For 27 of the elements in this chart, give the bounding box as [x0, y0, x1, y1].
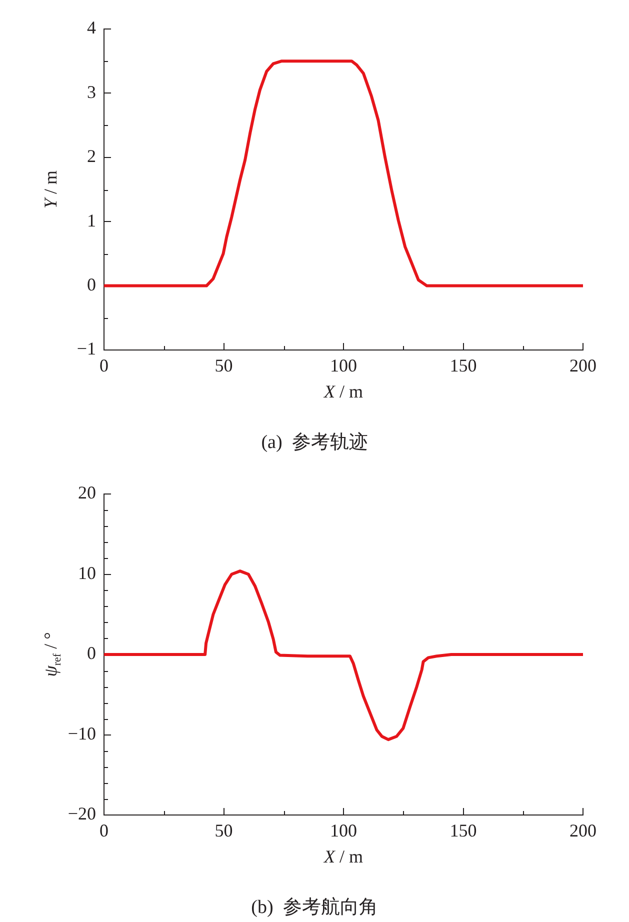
- y-tick-label: 10: [78, 562, 96, 583]
- x-tick-label: 100: [330, 356, 357, 376]
- text: (a) 参考轨迹: [260, 431, 369, 455]
- y-tick-label: 2: [87, 146, 96, 166]
- y-tick-label: 0: [87, 643, 96, 664]
- x-tick-label: 200: [570, 356, 596, 376]
- x-tick-label: 0: [100, 820, 108, 841]
- y-tick-label: 20: [78, 482, 96, 503]
- x-tick-label: 0: [100, 356, 108, 376]
- x-axis-title: X / m: [323, 382, 364, 402]
- x-tick-label: 50: [214, 356, 233, 376]
- y-tick-label: 0: [87, 274, 96, 295]
- text: (b) 参考航向角: [250, 896, 379, 920]
- x-tick-label: 100: [330, 820, 357, 841]
- x-tick-label: 150: [450, 356, 477, 376]
- x-tick-label: 50: [214, 820, 233, 841]
- x-tick-label: 150: [450, 820, 477, 841]
- y-tick-label: −1: [76, 338, 96, 359]
- x-tick-label: 200: [570, 820, 596, 841]
- y-tick-label: −10: [68, 723, 96, 744]
- x-axis-title: X / m: [323, 846, 364, 867]
- y-tick-label: −20: [68, 804, 96, 824]
- y-axis-title: Y / m: [40, 170, 61, 209]
- y-tick-label: 1: [87, 210, 96, 230]
- y-tick-label: 4: [87, 18, 96, 38]
- y-tick-label: 3: [87, 82, 96, 102]
- y-axis-title: ψref / °: [40, 632, 64, 677]
